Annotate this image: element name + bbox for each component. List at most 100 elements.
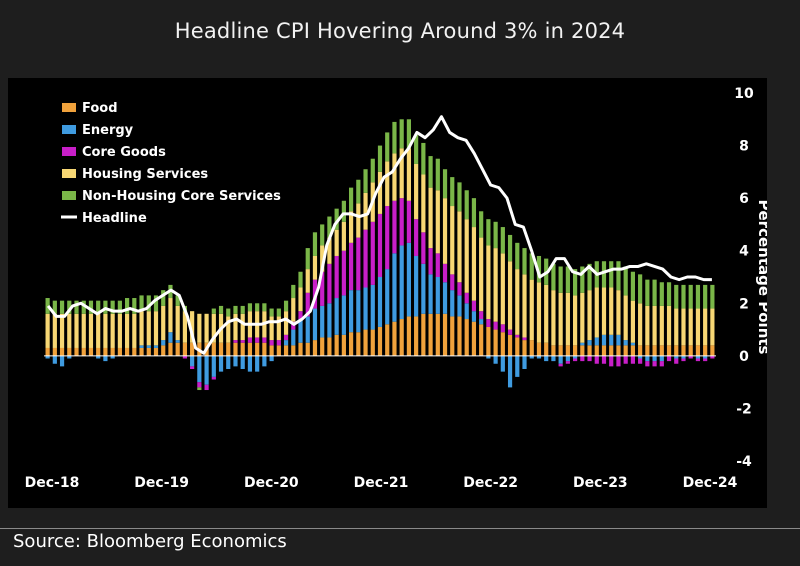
bar-segment <box>161 340 166 346</box>
bar-segment <box>457 182 462 212</box>
bar-segment <box>479 319 484 325</box>
bar-segment <box>659 361 664 367</box>
bar-segment <box>356 179 361 204</box>
bar-segment <box>341 221 346 251</box>
bar-segment <box>132 347 137 356</box>
bar-segment <box>59 313 65 348</box>
bar-segment <box>298 342 303 356</box>
bar-segment <box>573 269 578 296</box>
bar-segment <box>666 282 672 306</box>
bar-segment <box>601 355 607 364</box>
bar-segment <box>240 313 245 341</box>
bar-segment <box>565 355 570 362</box>
bar-segment <box>500 332 505 356</box>
bar-segment <box>457 295 462 317</box>
bar-segment <box>623 266 628 296</box>
bar-segment <box>500 355 505 372</box>
bar-segment <box>161 290 166 306</box>
bar-segment <box>52 355 57 364</box>
bar-segment <box>370 158 375 183</box>
bar-segment <box>385 324 390 356</box>
bar-segment <box>385 206 390 270</box>
bar-segment <box>406 200 411 243</box>
bar-segment <box>515 337 520 356</box>
bar-segment <box>298 287 303 312</box>
bar-segment <box>269 355 274 362</box>
bar-segment <box>291 284 296 299</box>
bar-segment <box>255 337 260 343</box>
bar-segment <box>349 332 354 356</box>
bar-segment <box>74 300 79 314</box>
bar-segment <box>168 298 173 333</box>
bar-segment <box>493 329 498 356</box>
bar-segment <box>558 266 563 293</box>
bar-segment <box>298 311 303 320</box>
legend-item: Core Goods <box>62 145 166 160</box>
bar-segment <box>493 248 498 322</box>
bar-segment <box>298 319 303 343</box>
bar-segment <box>226 308 231 317</box>
bar-segment <box>247 355 253 372</box>
bar-segment <box>558 345 563 356</box>
bar-segment <box>464 190 469 220</box>
bar-segment <box>110 347 115 356</box>
bar-segment <box>688 284 693 309</box>
bar-segment <box>442 263 448 283</box>
bar-segment <box>464 303 469 320</box>
bar-segment <box>269 316 274 341</box>
bar-segment <box>536 355 542 359</box>
bar-segment <box>96 300 101 314</box>
bar-segment <box>471 198 477 228</box>
legend-label: Housing Services <box>82 167 208 182</box>
bar-segment <box>450 316 455 356</box>
legend-item: Housing Services <box>62 167 208 182</box>
bar-segment <box>349 242 354 291</box>
bar-segment <box>594 345 599 356</box>
bar-segment <box>428 248 433 275</box>
bar-segment <box>522 340 527 356</box>
bar-segment <box>486 245 491 320</box>
bar-segment <box>356 203 361 238</box>
legend-label: Energy <box>82 123 134 138</box>
chart-panel: -4 -2 0 2 4 6 8 10 Dec-18 Dec-19 Dec-20 Dec-21 Dec-… <box>8 78 767 508</box>
bar-segment <box>262 342 267 356</box>
x-tick-label: Dec-21 <box>354 475 409 491</box>
bar-segment <box>240 305 245 314</box>
bar-segment <box>414 135 419 164</box>
bar-segment <box>190 355 195 367</box>
bar-segment <box>305 248 310 270</box>
bar-segment <box>544 342 549 356</box>
bar-segment <box>674 355 679 359</box>
bar-segment <box>320 337 325 356</box>
bar-segment <box>283 311 289 335</box>
y-tick-label: 6 <box>739 191 749 207</box>
bar-segment <box>652 279 657 306</box>
bar-segment <box>457 282 462 296</box>
bar-segment <box>515 334 520 338</box>
bar-segment <box>320 305 325 338</box>
bar-segment <box>262 303 267 312</box>
legend: Food Energy Core Goods Housing Services Non-… <box>61 101 281 226</box>
bar-segment <box>681 308 686 346</box>
bar-segment <box>399 148 404 199</box>
bar-segment <box>450 177 455 207</box>
bar-segment <box>117 313 122 348</box>
bar-segment <box>457 211 462 283</box>
bar-segment <box>88 300 94 314</box>
bar-segment <box>630 271 635 301</box>
bar-segment <box>507 334 513 356</box>
bar-segment <box>399 198 404 246</box>
bar-segment <box>117 347 122 356</box>
bar-segment <box>515 269 520 335</box>
bar-segment <box>363 192 368 230</box>
bar-segment <box>320 271 325 306</box>
bar-segment <box>74 313 79 348</box>
bar-segment <box>493 355 498 364</box>
bar-segment <box>659 305 664 346</box>
bar-segment <box>334 298 339 335</box>
bar-segment <box>703 284 708 309</box>
bar-segment <box>327 337 332 356</box>
bar-segment <box>276 340 281 346</box>
bar-segment <box>59 347 65 356</box>
bar-segment <box>110 300 115 314</box>
